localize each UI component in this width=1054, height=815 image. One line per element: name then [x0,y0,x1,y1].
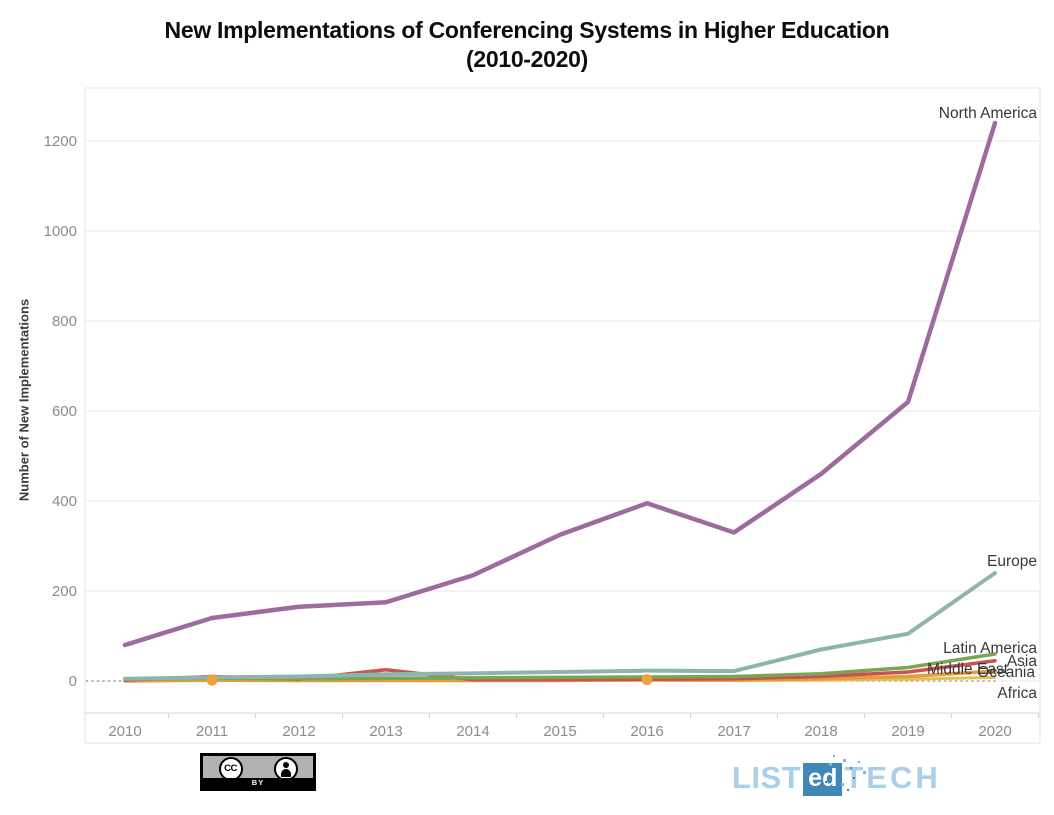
svg-text:2018: 2018 [804,723,837,740]
svg-text:Asia: Asia [1007,653,1038,670]
svg-text:600: 600 [52,403,77,420]
svg-text:2012: 2012 [282,723,315,740]
svg-text:1000: 1000 [44,223,77,240]
svg-text:800: 800 [52,313,77,330]
chart-title: New Implementations of Conferencing Syst… [0,16,1054,75]
by-label: BY [203,778,313,788]
svg-text:400: 400 [52,493,77,510]
svg-text:Europe: Europe [987,553,1037,570]
svg-text:200: 200 [52,583,77,600]
svg-text:2013: 2013 [369,723,402,740]
svg-text:Africa: Africa [997,685,1037,702]
listedtech-logo: LIST ed TECH [732,752,941,804]
svg-text:1200: 1200 [44,133,77,150]
svg-text:2015: 2015 [543,723,576,740]
svg-text:2010: 2010 [108,723,141,740]
svg-text:2017: 2017 [717,723,750,740]
svg-text:2020: 2020 [978,723,1011,740]
brand-tech: TECH [844,760,941,795]
svg-text:North America: North America [939,105,1038,122]
chart-title-line2: (2010-2020) [465,46,588,73]
svg-text:0: 0 [69,673,77,690]
cc-icons-row: CC [203,756,313,781]
person-icon [273,756,298,781]
chart-title-line1: New Implementations of Conferencing Syst… [164,17,890,43]
brand-list: LIST [732,760,802,795]
cc-icon: CC [218,756,243,781]
svg-text:2019: 2019 [891,723,924,740]
svg-text:2014: 2014 [456,723,489,740]
svg-text:2011: 2011 [196,723,228,740]
brand-ed: ed [803,762,843,796]
cc-by-badge: CC BY [200,753,316,791]
svg-text:Middle East: Middle East [927,661,1009,678]
svg-text:2016: 2016 [630,723,663,740]
svg-text:Oceania: Oceania [977,664,1035,681]
svg-text:Latin America: Latin America [943,640,1037,657]
